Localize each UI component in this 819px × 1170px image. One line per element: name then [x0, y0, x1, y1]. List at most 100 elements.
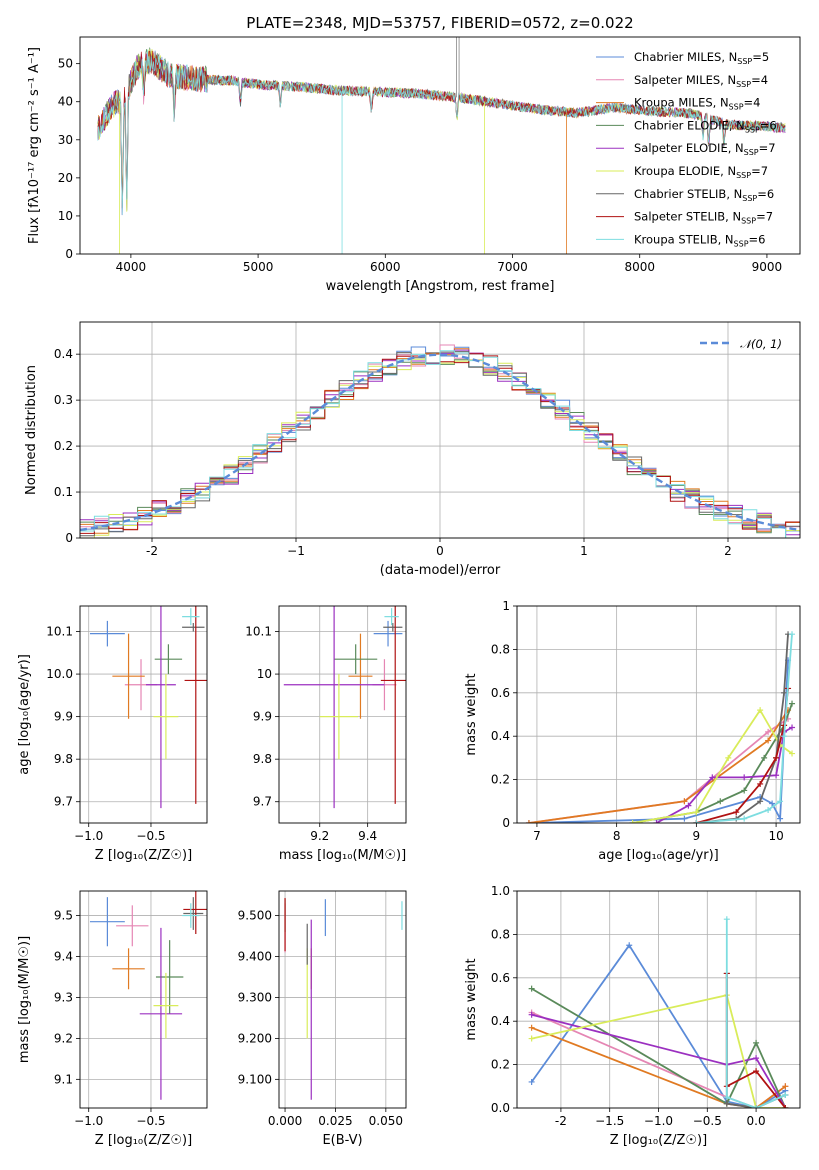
- weight-point: [765, 737, 772, 744]
- weight-point: [765, 806, 772, 813]
- weight-point: [723, 1094, 730, 1101]
- y-tick-label: 0.2: [491, 773, 510, 787]
- panel-residuals: -2 −1 0 1 2 0 0.1 0.2 0.3 0.4 (data-model)/error No…: [24, 321, 801, 578]
- weight-line: [531, 994, 786, 1108]
- y-tick-label: 0.8: [491, 642, 510, 656]
- weight-point: [781, 733, 788, 740]
- panel-spectrum: 4000 5000 6000 7000 8000 9000 0 10 20 30 40 50 wavel…: [27, 36, 801, 294]
- weight-point: [681, 815, 688, 822]
- weight-point: [773, 772, 780, 779]
- weight-point: [781, 689, 788, 696]
- panel-age_vs_Z: −1.0 −0.5 9.7 9.8 9.9 10.0 10.1 Z [log₁₀(Z/Z☉)]…: [17, 605, 208, 863]
- weight-point: [757, 707, 764, 714]
- y-tick-label: 9.500: [238, 909, 272, 923]
- legend-entry: Chabrier MILES, NSSP=5: [634, 50, 769, 66]
- y-tick-label: 9.9: [54, 710, 73, 724]
- x-axis-label: Z [log₁₀(Z/Z☉)]: [95, 1133, 192, 1148]
- legend-entry: Chabrier ELODIE, NSSP=6: [634, 118, 777, 134]
- weight-point: [789, 750, 796, 757]
- weight-point: [753, 1105, 760, 1108]
- y-axis-label: Flux [fλ10⁻¹⁷ erg cm⁻² s⁻¹ A⁻¹]: [27, 47, 42, 244]
- weight-line: [632, 708, 793, 823]
- weight-point: [723, 1100, 730, 1107]
- y-tick-label: 10.1: [245, 625, 272, 639]
- x-tick-label: 7000: [497, 260, 528, 274]
- plot-area: [89, 891, 207, 1100]
- plot-area: [80, 344, 800, 538]
- x-tick-label: 8: [613, 829, 621, 843]
- y-tick-label: 0: [502, 816, 510, 830]
- weight-point: [769, 800, 776, 807]
- weight-point: [626, 942, 633, 949]
- y-tick-label: 9.400: [238, 950, 272, 964]
- y-tick-label: 1.0: [491, 884, 510, 898]
- x-tick-label: −0.5: [136, 1114, 165, 1128]
- x-tick-label: 2: [724, 544, 732, 558]
- x-axis-label: Z [log₁₀(Z/Z☉)]: [610, 1133, 707, 1148]
- plot-area: [89, 606, 207, 809]
- weight-point: [789, 631, 796, 638]
- plot-area: [97, 37, 786, 254]
- weight-line: [528, 718, 789, 823]
- y-tick-label: 0.8: [491, 927, 510, 941]
- y-tick-label: 0.6: [491, 686, 510, 700]
- weight-line: [531, 987, 787, 1108]
- x-tick-label: -2: [555, 1114, 567, 1128]
- y-tick-label: 9.1: [54, 1072, 73, 1086]
- weight-point: [629, 820, 636, 823]
- weight-line: [725, 919, 786, 1108]
- x-tick-label: −1.0: [74, 829, 103, 843]
- weight-point: [753, 1055, 760, 1062]
- plot-area: [283, 606, 406, 809]
- x-tick-label: 0.025: [318, 1114, 352, 1128]
- weight-point: [685, 802, 692, 809]
- x-tick-label: 5000: [243, 260, 274, 274]
- weight-point: [528, 1078, 535, 1085]
- spectrum-line: [97, 49, 786, 215]
- y-tick-label: 1: [502, 599, 510, 613]
- y-tick-label: 0: [65, 247, 73, 261]
- x-tick-label: 9.2: [310, 829, 329, 843]
- y-tick-label: 40: [58, 95, 73, 109]
- x-tick-label: 10: [768, 829, 783, 843]
- panel-mass_vs_Z: −1.0 −0.5 9.1 9.2 9.3 9.4 9.5 Z [log₁₀(Z/Z☉)] ma…: [17, 890, 208, 1148]
- y-axis-label: Normed distribution: [24, 365, 39, 495]
- x-tick-label: 9000: [752, 260, 783, 274]
- legend-entry: Salpeter STELIB, NSSP=7: [634, 210, 773, 226]
- weight-line: [696, 634, 793, 823]
- weight-point: [789, 724, 796, 731]
- weight-point: [717, 798, 724, 805]
- y-tick-label: 9.8: [253, 752, 272, 766]
- weight-point: [757, 798, 764, 805]
- plot-area: [284, 897, 403, 1100]
- y-tick-label: 9.2: [54, 1031, 73, 1045]
- y-tick-label: 9.300: [238, 990, 272, 1004]
- y-tick-label: 9.7: [253, 795, 272, 809]
- y-tick-label: 9.8: [54, 752, 73, 766]
- x-axis-label: mass [log₁₀(M/M☉)]: [279, 848, 406, 863]
- y-tick-label: 0.2: [54, 439, 73, 453]
- weight-point: [782, 1083, 789, 1090]
- y-tick-label: 9.9: [253, 710, 272, 724]
- weight-point: [741, 787, 748, 794]
- x-tick-label: 0.0: [747, 1114, 766, 1128]
- axes-frame: [79, 36, 801, 255]
- x-tick-label: −1.0: [644, 1114, 673, 1128]
- plot-area: [528, 916, 789, 1108]
- panel-mass_vs_EBV: 0.000 0.025 0.050 9.100 9.200 9.300 9.400 9.500…: [238, 890, 407, 1148]
- weight-point: [693, 809, 700, 816]
- plot-area: [525, 631, 796, 823]
- y-tick-label: 9.5: [54, 909, 73, 923]
- y-tick-label: 10.0: [46, 667, 73, 681]
- x-axis-label: wavelength [Angstrom, rest frame]: [326, 279, 555, 294]
- weight-point: [653, 820, 660, 823]
- legend-entry: Chabrier STELIB, NSSP=6: [634, 187, 774, 203]
- x-tick-label: 0.000: [268, 1114, 302, 1128]
- panel-age_vs_mass: 9.2 9.4 9.7 9.8 9.9 10 10.1 mass [log₁₀(M/M☉)]: [245, 605, 407, 863]
- x-axis-label: (data-model)/error: [380, 563, 501, 578]
- y-tick-label: 0.4: [491, 1014, 510, 1028]
- weight-point: [709, 774, 716, 781]
- panel-weight_vs_age: 7 8 9 10 0 0.2 0.4 0.6 0.8 1 age [log₁₀(age/yr)] ma…: [464, 599, 801, 863]
- spectrum-legend: Chabrier MILES, NSSP=5 Salpeter MILES, NS…: [596, 50, 777, 248]
